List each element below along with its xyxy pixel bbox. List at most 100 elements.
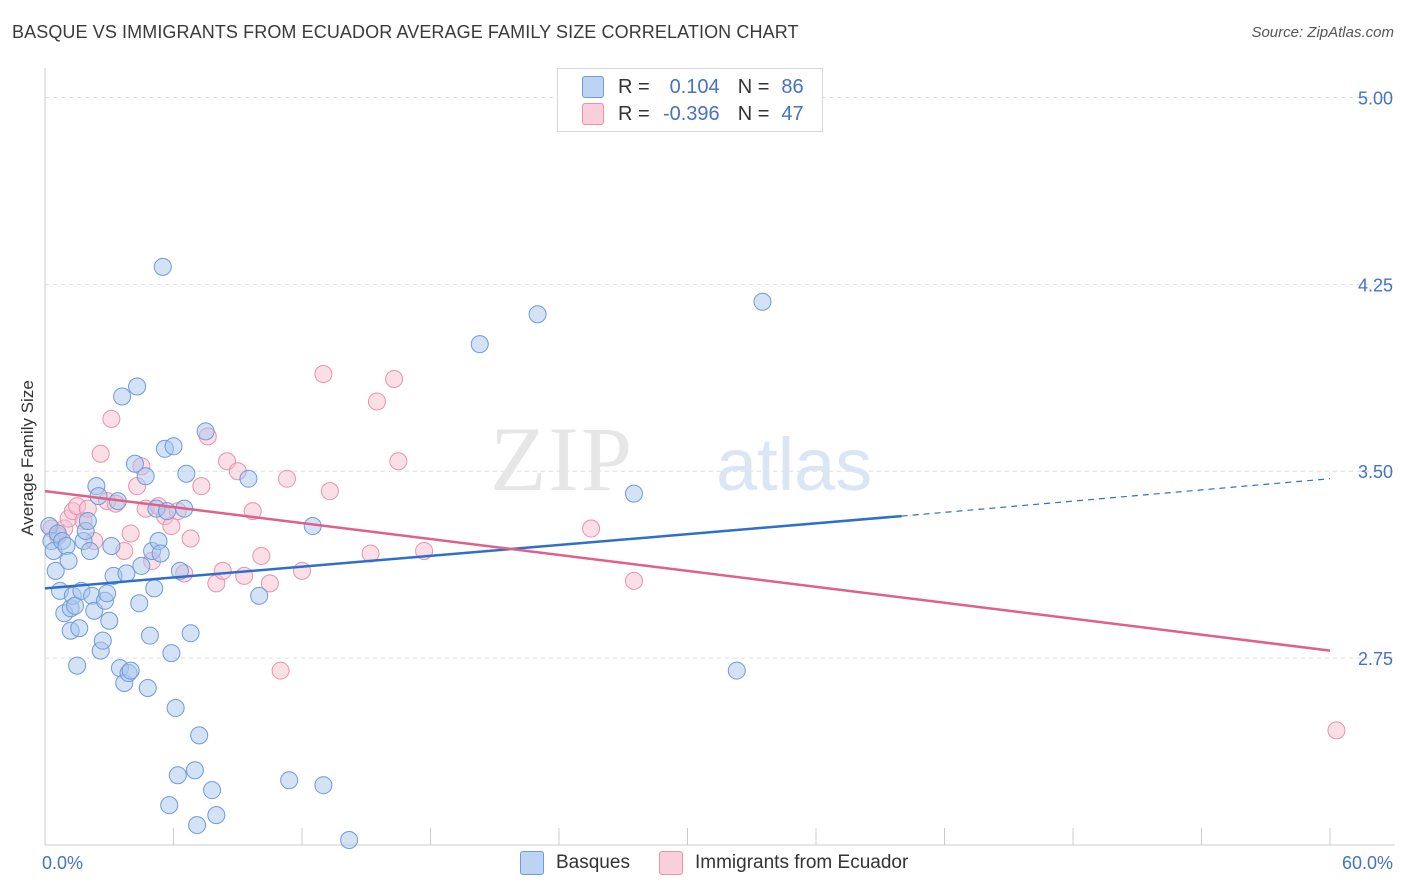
basques-point <box>113 387 132 406</box>
legend-r-label: R = <box>618 75 650 98</box>
basques-point <box>314 776 333 795</box>
ecuador-point <box>121 524 140 543</box>
basques-point <box>68 656 87 675</box>
basques-point <box>170 561 189 580</box>
basques-point <box>188 816 207 835</box>
correlation-legend: R = 0.104 N = 86 R = -0.396 N = 47 <box>557 68 823 132</box>
watermark-zip: ZIP <box>490 408 634 510</box>
series-immigrants-points <box>42 365 1346 740</box>
basques-point <box>130 594 149 613</box>
basques-point <box>624 484 643 503</box>
ecuador-point <box>260 574 279 593</box>
basques-point <box>528 305 547 324</box>
legend-n-label: N = <box>737 102 770 125</box>
axes <box>44 68 1395 846</box>
basques-point <box>140 626 159 645</box>
bottom-legend-label-ecuador: Immigrants from Ecuador <box>695 852 909 873</box>
bottom-legend-swatch-pink <box>659 851 683 875</box>
legend-n-value-basques: 86 <box>781 75 804 98</box>
basques-point <box>70 619 89 638</box>
ecuador-point <box>162 517 181 536</box>
ecuador-point <box>278 469 297 488</box>
legend-swatch-pink <box>582 103 604 125</box>
ecuador-point <box>213 561 232 580</box>
y-tick-label: 4.25 <box>1358 275 1393 295</box>
ecuador-point <box>624 571 643 590</box>
basques-point <box>98 584 117 603</box>
basques-point <box>166 698 185 717</box>
basques-point <box>168 766 187 785</box>
basques-point <box>80 541 99 560</box>
ecuador-point <box>314 365 333 384</box>
ecuador-point <box>367 392 386 411</box>
legend-swatch-blue <box>582 76 604 98</box>
basques-point <box>185 761 204 780</box>
basques-point <box>280 771 299 790</box>
basques-point <box>196 422 215 441</box>
basques-point <box>151 544 170 563</box>
chart-title: BASQUE VS IMMIGRANTS FROM ECUADOR AVERAG… <box>12 22 799 42</box>
basques-point <box>59 551 78 570</box>
basques-point <box>132 556 151 575</box>
basques-point <box>102 536 121 555</box>
ecuador-point <box>389 452 408 471</box>
legend-row-basques: R = 0.104 N = 86 <box>582 75 804 99</box>
tick-labels: 2.75 3.50 4.25 5.00 0.0% 60.0% <box>42 88 1393 873</box>
legend-r-value-ecuador: -0.396 <box>662 102 720 125</box>
basques-point <box>239 469 258 488</box>
ecuador-point <box>582 519 601 538</box>
basques-point <box>250 586 269 605</box>
basques-trend-extension <box>901 478 1331 517</box>
ecuador-point <box>271 661 290 680</box>
bottom-legend-ecuador: Immigrants from Ecuador <box>659 851 908 875</box>
basques-point <box>153 257 172 276</box>
basques-point <box>46 561 65 580</box>
bottom-legend-basques: Basques <box>520 851 630 875</box>
watermark: ZIP atlas <box>490 408 872 510</box>
legend-n-label: N = <box>737 75 770 98</box>
basques-trend-line <box>44 514 902 590</box>
basques-point <box>181 624 200 643</box>
x-tick-label: 60.0% <box>1342 853 1393 873</box>
ecuador-point <box>91 444 110 463</box>
basques-point <box>138 679 157 698</box>
basques-point <box>340 831 359 850</box>
ecuador-point <box>1327 721 1346 740</box>
bottom-legend-label-basques: Basques <box>556 852 630 873</box>
series-basques-points <box>40 257 772 850</box>
watermark-atlas: atlas <box>716 423 872 506</box>
basques-point <box>57 536 76 555</box>
ecuador-point <box>385 370 404 389</box>
basques-point <box>125 454 144 473</box>
y-tick-label: 5.00 <box>1358 88 1393 108</box>
basques-point <box>160 796 179 815</box>
trend-lines <box>44 478 1331 652</box>
basques-point <box>145 579 164 598</box>
basques-point <box>136 467 155 486</box>
basques-point <box>128 377 147 396</box>
basques-point <box>470 335 489 354</box>
basques-point <box>117 564 136 583</box>
source-label: Source: ZipAtlas.com <box>1251 24 1394 41</box>
x-tick-label: 0.0% <box>42 853 83 873</box>
basques-point <box>78 512 97 531</box>
basques-point <box>190 726 209 745</box>
legend-row-ecuador: R = -0.396 N = 47 <box>582 102 804 126</box>
y-tick-label: 3.50 <box>1358 462 1393 482</box>
basques-point <box>177 464 196 483</box>
basques-point <box>207 806 226 825</box>
basques-point <box>162 644 181 663</box>
bottom-legend-swatch-blue <box>520 851 544 875</box>
basques-point <box>164 437 183 456</box>
basques-point <box>100 611 119 630</box>
basques-point <box>65 596 84 615</box>
ecuador-point <box>192 477 211 496</box>
basques-point <box>93 631 112 650</box>
y-tick-label: 2.75 <box>1358 649 1393 669</box>
legend-r-value-basques: 0.104 <box>669 75 720 98</box>
ecuador-trend-line <box>44 489 1331 652</box>
ecuador-point <box>252 546 271 565</box>
basques-point <box>121 661 140 680</box>
ecuador-point <box>102 409 121 428</box>
